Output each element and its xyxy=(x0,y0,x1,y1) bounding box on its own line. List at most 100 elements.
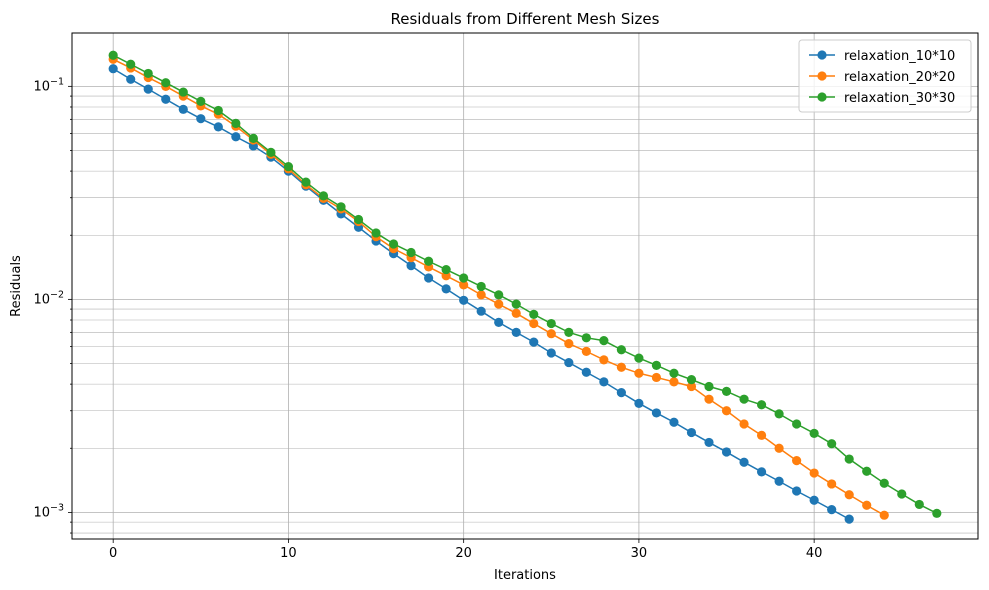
data-point xyxy=(126,59,136,69)
data-point xyxy=(581,333,591,343)
data-point xyxy=(406,261,416,271)
data-point xyxy=(161,78,171,88)
data-point xyxy=(756,430,767,440)
x-axis-label: Iterations xyxy=(494,568,556,583)
data-point xyxy=(932,508,942,518)
legend-label: relaxation_30*30 xyxy=(844,91,955,106)
legend-box xyxy=(798,39,972,113)
data-point xyxy=(336,202,346,212)
data-point xyxy=(108,50,118,60)
data-point xyxy=(371,228,381,238)
data-point xyxy=(739,394,749,404)
data-point xyxy=(756,400,767,410)
data-point xyxy=(424,256,434,266)
data-point xyxy=(248,133,258,143)
data-point xyxy=(844,490,854,500)
data-point xyxy=(879,478,889,488)
data-point xyxy=(564,327,574,337)
data-point xyxy=(686,381,697,392)
data-point xyxy=(581,367,591,377)
chart-title: Residuals from Different Mesh Sizes xyxy=(391,10,660,28)
data-point xyxy=(494,317,504,327)
data-point xyxy=(827,505,837,515)
data-point xyxy=(494,290,504,300)
data-point xyxy=(669,377,679,387)
x-tick-label: 20 xyxy=(455,546,472,561)
legend: relaxation_10*10 relaxation_20*20 relaxati… xyxy=(798,39,972,113)
data-point xyxy=(459,280,469,290)
data-point xyxy=(651,360,662,370)
data-point xyxy=(353,214,364,225)
data-point xyxy=(511,308,521,318)
data-point xyxy=(301,177,311,187)
data-point xyxy=(721,447,732,457)
data-point xyxy=(546,348,556,358)
y-tick-label: 10−2 xyxy=(33,289,64,307)
data-point xyxy=(441,284,451,294)
x-tick-label: 0 xyxy=(109,546,117,561)
data-point xyxy=(546,318,556,329)
data-point xyxy=(862,466,872,476)
data-point xyxy=(213,105,223,116)
legend-label: relaxation_20*20 xyxy=(844,70,955,85)
data-point xyxy=(529,318,539,329)
data-point xyxy=(476,281,486,292)
data-point xyxy=(827,479,837,489)
data-point xyxy=(511,327,521,337)
legend-marker xyxy=(817,71,827,81)
data-point xyxy=(616,362,626,372)
data-point xyxy=(704,381,714,392)
series-layer xyxy=(108,50,942,524)
data-point xyxy=(494,299,504,309)
data-point xyxy=(792,456,802,466)
data-point xyxy=(143,84,153,94)
data-point xyxy=(476,306,486,316)
data-point xyxy=(581,346,591,356)
data-point xyxy=(459,273,469,283)
data-point xyxy=(424,273,434,283)
y-tick-label: 10−3 xyxy=(33,502,64,520)
data-point xyxy=(792,419,802,429)
y-axis-label: Residuals xyxy=(9,255,24,317)
data-point xyxy=(721,406,732,416)
data-point xyxy=(809,495,819,505)
data-point xyxy=(827,439,837,449)
data-point xyxy=(686,375,697,385)
data-point xyxy=(196,114,206,124)
data-point xyxy=(178,104,188,114)
data-point xyxy=(739,457,749,467)
data-point xyxy=(459,295,469,305)
data-point xyxy=(774,409,784,419)
legend-marker xyxy=(817,50,827,60)
data-point xyxy=(511,299,521,309)
data-point xyxy=(231,132,241,142)
data-point xyxy=(704,394,714,404)
data-point xyxy=(616,345,626,355)
legend-item: relaxation_30*30 xyxy=(809,91,955,106)
data-point xyxy=(809,428,819,438)
data-point xyxy=(616,388,626,398)
data-point xyxy=(844,454,854,464)
axis-ticks: 0 10 20 30 40 10−1 10−2 10−3 xyxy=(33,76,822,561)
data-point xyxy=(213,122,223,132)
series-3 xyxy=(108,50,942,518)
data-point xyxy=(634,368,644,378)
data-point xyxy=(161,94,171,104)
data-point xyxy=(388,239,399,249)
data-point xyxy=(844,514,854,524)
data-point xyxy=(529,337,539,347)
data-point xyxy=(634,353,644,363)
data-point xyxy=(792,486,802,496)
data-point xyxy=(196,96,206,106)
data-point xyxy=(704,437,714,448)
data-point xyxy=(441,264,451,275)
legend-item: relaxation_10*10 xyxy=(809,49,955,64)
data-point xyxy=(599,355,609,365)
data-point xyxy=(651,408,662,418)
y-tick-label: 10−1 xyxy=(33,76,64,94)
data-point xyxy=(564,338,574,349)
data-point xyxy=(318,191,329,201)
data-point xyxy=(266,147,276,157)
data-point xyxy=(879,510,889,520)
